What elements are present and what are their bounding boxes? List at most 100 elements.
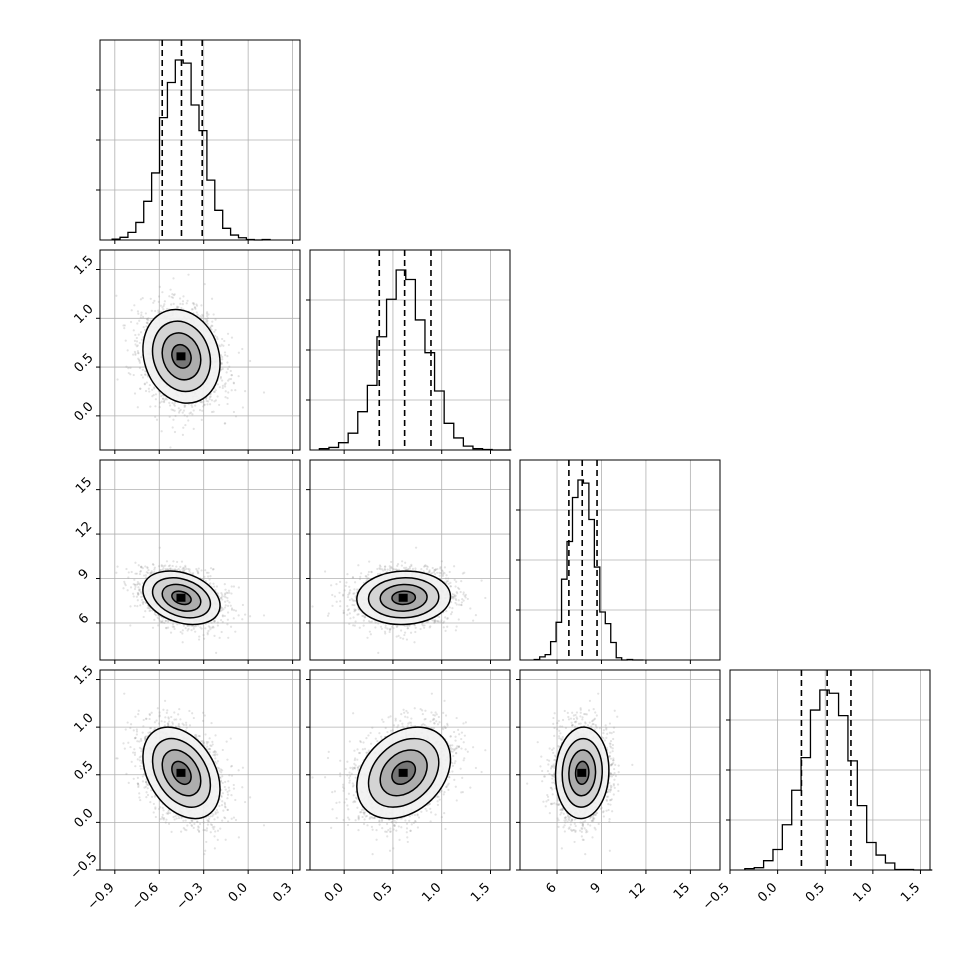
scatter-point xyxy=(134,353,137,356)
scatter-point xyxy=(158,619,161,622)
scatter-point xyxy=(213,400,216,403)
scatter-point xyxy=(201,409,204,412)
scatter-point xyxy=(162,308,165,311)
scatter-point xyxy=(223,595,226,598)
scatter-point xyxy=(136,310,140,313)
scatter-point xyxy=(137,357,140,360)
scatter-point xyxy=(184,423,187,427)
scatter-point xyxy=(208,626,212,629)
scatter-point xyxy=(164,567,167,571)
scatter-point xyxy=(132,353,135,356)
scatter-point xyxy=(122,324,125,327)
scatter-point xyxy=(227,391,230,394)
scatter-point xyxy=(226,332,230,335)
scatter-point xyxy=(262,614,266,617)
scatter-point xyxy=(139,565,143,568)
scatter-point xyxy=(195,567,198,571)
scatter-point xyxy=(149,297,152,300)
scatter-point xyxy=(192,302,195,305)
scatter-point xyxy=(169,631,173,634)
y-tick-label: 0.0 xyxy=(71,399,96,424)
scatter-point xyxy=(160,430,163,433)
scatter-point xyxy=(221,355,224,359)
scatter-point xyxy=(149,571,152,575)
scatter-point xyxy=(226,599,229,602)
scatter-point xyxy=(209,395,212,398)
scatter-point xyxy=(140,598,144,601)
scatter-point xyxy=(165,560,169,563)
scatter-point xyxy=(176,305,179,308)
scatter-point xyxy=(171,296,175,299)
scatter-point xyxy=(183,404,186,407)
scatter-point xyxy=(179,565,182,568)
panel-frame xyxy=(309,249,511,451)
scatter-point xyxy=(210,621,213,624)
scatter-point xyxy=(179,408,182,411)
scatter-point xyxy=(187,419,190,422)
scatter-point xyxy=(187,273,190,276)
scatter-point xyxy=(145,381,148,384)
scatter-point xyxy=(127,371,130,375)
scatter-point xyxy=(157,624,160,627)
scatter-point xyxy=(139,387,142,390)
scatter-point xyxy=(139,569,142,573)
scatter-point xyxy=(153,618,156,621)
scatter-point xyxy=(126,349,129,352)
scatter-point xyxy=(206,319,209,322)
scatter-point xyxy=(229,377,233,381)
scatter-point xyxy=(136,591,139,595)
scatter-point xyxy=(150,309,153,312)
y-tick-label: 0.5 xyxy=(71,351,96,376)
scatter-point xyxy=(195,311,198,314)
scatter-point xyxy=(137,333,140,336)
scatter-point xyxy=(188,568,191,571)
scatter-point xyxy=(226,623,229,626)
scatter-point xyxy=(137,586,140,589)
y-tick-label: 1.5 xyxy=(71,253,96,278)
scatter-point xyxy=(185,302,188,305)
scatter-point xyxy=(221,614,224,617)
scatter-point xyxy=(147,387,150,390)
scatter-point xyxy=(190,629,193,632)
scatter-point xyxy=(237,614,240,617)
scatter-point xyxy=(181,641,184,644)
scatter-point xyxy=(125,567,128,571)
scatter-point xyxy=(201,313,204,316)
scatter-point xyxy=(196,313,199,316)
scatter-point xyxy=(212,567,215,571)
scatter-point xyxy=(123,324,126,327)
scatter-point xyxy=(208,578,211,581)
scatter-point xyxy=(202,637,206,640)
scatter-point xyxy=(153,387,156,390)
scatter-point xyxy=(144,576,148,579)
scatter-point xyxy=(164,564,167,567)
scatter-point xyxy=(203,403,206,407)
scatter-point xyxy=(220,630,223,634)
scatter-point xyxy=(136,599,139,602)
scatter-point xyxy=(143,383,146,386)
scatter-point xyxy=(241,618,244,621)
scatter-point xyxy=(234,415,238,418)
scatter-point xyxy=(154,614,158,617)
scatter-point xyxy=(211,324,214,327)
scatter-point xyxy=(140,566,143,569)
scatter-point xyxy=(228,378,231,381)
scatter-point xyxy=(123,327,126,330)
scatter-point xyxy=(200,627,203,630)
scatter-point xyxy=(161,306,164,309)
scatter-point xyxy=(221,337,224,341)
scatter-point xyxy=(213,585,216,588)
scatter-point xyxy=(205,399,208,403)
scatter-point xyxy=(138,341,141,345)
scatter-point xyxy=(216,621,219,624)
scatter-point xyxy=(227,589,230,592)
scatter-point xyxy=(232,382,236,385)
scatter-point xyxy=(234,609,238,612)
scatter-point xyxy=(213,330,216,333)
scatter-point xyxy=(191,302,195,305)
scatter-point xyxy=(192,303,195,306)
scatter-point xyxy=(130,570,133,574)
scatter-point xyxy=(184,564,187,567)
